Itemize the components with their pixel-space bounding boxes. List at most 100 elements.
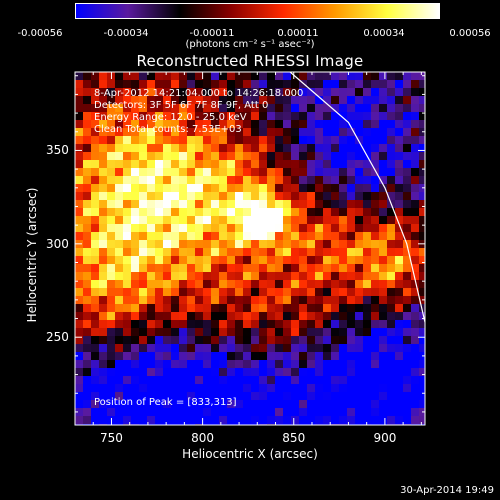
heatmap-cell: [291, 336, 299, 344]
heatmap-cell: [371, 136, 379, 144]
heatmap-cell: [371, 72, 379, 80]
heatmap-cell: [259, 376, 267, 384]
heatmap-cell: [291, 272, 299, 280]
heatmap-cell: [147, 168, 155, 176]
heatmap-cell: [219, 288, 227, 296]
heatmap-cell: [219, 384, 227, 392]
heatmap-cell: [91, 184, 99, 192]
heatmap-cell: [379, 176, 387, 184]
heatmap-cell: [75, 384, 83, 392]
heatmap-cell: [115, 120, 123, 128]
heatmap-cell: [251, 368, 259, 376]
heatmap-cell: [219, 112, 227, 120]
heatmap-cell: [291, 104, 299, 112]
heatmap-cell: [419, 320, 425, 328]
heatmap-cell: [395, 120, 403, 128]
heatmap-cell: [115, 416, 123, 424]
heatmap-cell: [307, 152, 315, 160]
heatmap-cell: [355, 72, 363, 80]
heatmap-cell: [203, 168, 211, 176]
heatmap-cell: [315, 272, 323, 280]
heatmap-cell: [347, 312, 355, 320]
heatmap-cell: [267, 392, 275, 400]
heatmap-cell: [291, 120, 299, 128]
heatmap-cell: [291, 344, 299, 352]
heatmap-cell: [139, 392, 147, 400]
heatmap-cell: [99, 232, 107, 240]
colorbar-units: (photons cm⁻² s⁻¹ asec⁻²): [185, 39, 315, 50]
heatmap-cell: [131, 288, 139, 296]
heatmap-cell: [331, 176, 339, 184]
heatmap-cell: [251, 112, 259, 120]
heatmap-cell: [259, 160, 267, 168]
heatmap-cell: [371, 104, 379, 112]
heatmap-cell: [419, 384, 425, 392]
heatmap-cell: [355, 408, 363, 416]
heatmap-cell: [155, 120, 163, 128]
heatmap-cell: [323, 376, 331, 384]
heatmap-cell: [411, 80, 419, 88]
heatmap-cell: [227, 88, 235, 96]
heatmap-cell: [163, 88, 171, 96]
heatmap-cell: [227, 112, 235, 120]
heatmap-cell: [331, 144, 339, 152]
heatmap-cell: [211, 88, 219, 96]
heatmap-cell: [123, 264, 131, 272]
heatmap-cell: [363, 392, 371, 400]
heatmap-cell: [211, 352, 219, 360]
heatmap-cell: [251, 296, 259, 304]
heatmap-cell: [147, 152, 155, 160]
heatmap-cell: [219, 280, 227, 288]
heatmap-cell: [395, 136, 403, 144]
heatmap-cell: [75, 136, 83, 144]
heatmap-cell: [147, 224, 155, 232]
heatmap-cell: [75, 400, 83, 408]
heatmap-cell: [283, 88, 291, 96]
heatmap-cell: [99, 304, 107, 312]
heatmap-cell: [131, 264, 139, 272]
heatmap-cell: [243, 80, 251, 88]
peak-marker: [256, 213, 269, 226]
heatmap-cell: [211, 360, 219, 368]
heatmap-cell: [299, 352, 307, 360]
heatmap-cell: [299, 368, 307, 376]
heatmap-cell: [379, 384, 387, 392]
heatmap-cell: [91, 288, 99, 296]
heatmap-cell: [147, 120, 155, 128]
heatmap-cell: [83, 416, 91, 424]
heatmap-cell: [139, 200, 147, 208]
heatmap-cell: [355, 304, 363, 312]
heatmap-cell: [139, 192, 147, 200]
heatmap-cell: [139, 368, 147, 376]
heatmap-cell: [283, 96, 291, 104]
heatmap-cell: [179, 304, 187, 312]
heatmap-cell: [371, 192, 379, 200]
heatmap-cell: [291, 200, 299, 208]
heatmap-cell: [347, 344, 355, 352]
heatmap-cell: [139, 288, 147, 296]
heatmap-cell: [387, 72, 395, 80]
heatmap-cell: [171, 384, 179, 392]
heatmap-cell: [171, 72, 179, 80]
heatmap-cell: [211, 368, 219, 376]
heatmap-cell: [83, 328, 91, 336]
heatmap-cell: [83, 160, 91, 168]
heatmap-cell: [91, 384, 99, 392]
heatmap-cell: [339, 272, 347, 280]
heatmap-cell: [171, 224, 179, 232]
heatmap-cell: [387, 104, 395, 112]
heatmap-cell: [355, 168, 363, 176]
heatmap-cell: [411, 248, 419, 256]
heatmap-cell: [379, 208, 387, 216]
heatmap-cell: [315, 240, 323, 248]
heatmap-cell: [395, 192, 403, 200]
heatmap-cell: [163, 256, 171, 264]
heatmap-cell: [219, 296, 227, 304]
heatmap-cell: [331, 384, 339, 392]
heatmap-cell: [227, 168, 235, 176]
heatmap-cell: [163, 104, 171, 112]
heatmap-cell: [219, 160, 227, 168]
heatmap-cell: [227, 80, 235, 88]
heatmap-cell: [251, 200, 259, 208]
heatmap-cell: [251, 344, 259, 352]
